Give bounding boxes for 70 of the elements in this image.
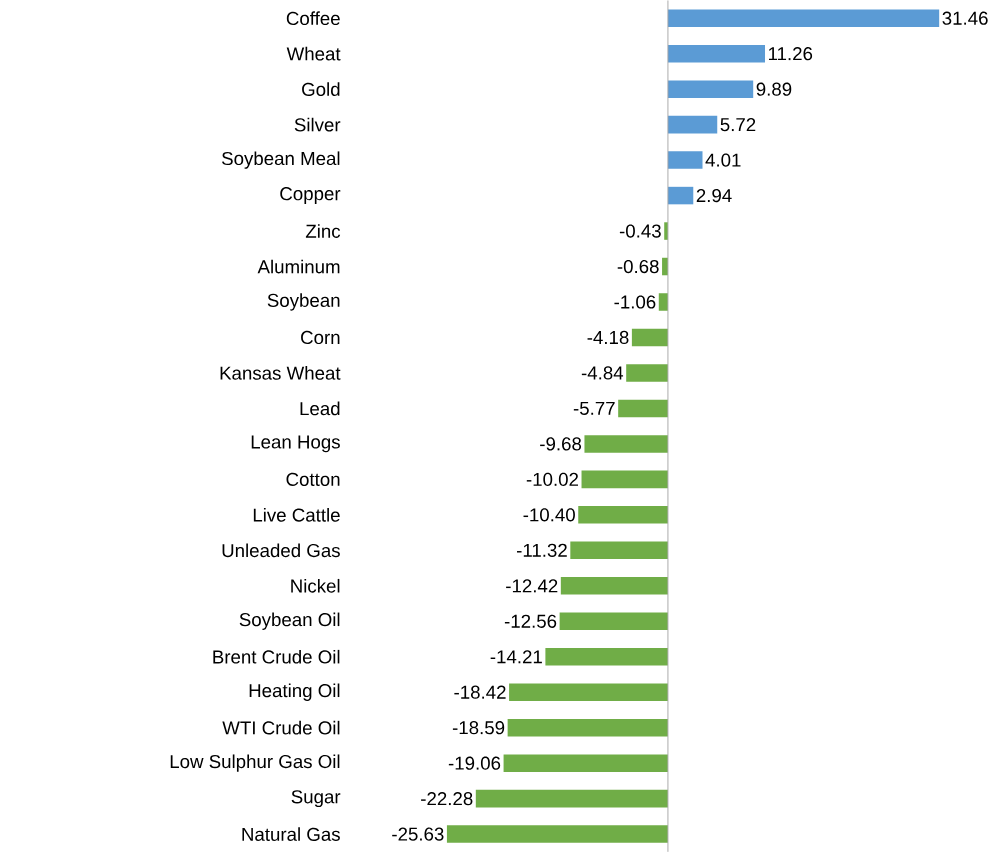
data-label: -14.21: [490, 650, 542, 664]
y-tick-label: Lean Hogs: [251, 435, 340, 453]
data-label: -12.42: [506, 579, 558, 593]
data-label: -18.42: [454, 685, 506, 699]
y-tick-label: Coffee: [286, 11, 340, 25]
bar: [667, 186, 694, 205]
bar: [667, 9, 940, 27]
y-tick-label: Soybean Oil: [239, 612, 340, 630]
y-tick-label: Sugar: [291, 790, 341, 807]
data-label: -18.59: [452, 720, 505, 735]
y-tick-label: Zinc: [305, 224, 341, 238]
data-label: -22.28: [421, 791, 473, 806]
y-tick-label: Copper: [280, 186, 341, 204]
bar: [667, 115, 718, 134]
bar: [507, 718, 668, 737]
y-tick-label: Soybean Meal: [221, 151, 340, 169]
y-tick-label: Live Cattle: [253, 507, 340, 522]
bar: [475, 789, 668, 808]
bar: [503, 754, 668, 772]
data-label: -10.02: [526, 472, 579, 486]
data-label: 31.46: [942, 11, 988, 25]
y-tick-label: Silver: [294, 117, 341, 132]
y-tick-label: Soybean: [267, 293, 340, 311]
y-tick-label: Natural Gas: [242, 827, 340, 841]
bar: [667, 44, 766, 63]
y-tick-label: Nickel: [291, 578, 340, 593]
y-tick-label: Cotton: [286, 472, 340, 486]
y-tick-label: Gold: [302, 82, 340, 96]
data-label: -10.40: [523, 508, 575, 522]
data-label: 4.01: [705, 153, 741, 167]
bar: [667, 80, 754, 98]
bar: [446, 825, 668, 843]
y-tick-label: Unleaded Gas: [222, 543, 340, 558]
data-label: -4.84: [581, 366, 624, 380]
y-tick-label: Brent Crude Oil: [213, 649, 340, 664]
y-tick-label: Low Sulphur Gas Oil: [170, 754, 340, 772]
data-label: 9.89: [756, 82, 792, 96]
y-tick-label: Corn: [301, 330, 340, 344]
bar: [667, 151, 703, 169]
bar: [618, 399, 668, 418]
y-tick-label: Aluminum: [257, 259, 340, 274]
data-label: -1.06: [614, 295, 656, 309]
bar: [584, 434, 668, 453]
data-label: -11.32: [516, 543, 567, 557]
data-label: -0.68: [617, 259, 659, 273]
bar: [559, 612, 668, 630]
bar: [578, 505, 668, 524]
bar: [560, 576, 668, 595]
y-tick-label: Kansas Wheat: [220, 365, 341, 380]
y-tick-label: Lead: [300, 401, 340, 416]
data-label: -9.68: [540, 437, 582, 451]
data-label: -25.63: [392, 827, 444, 841]
y-tick-label: Wheat: [286, 46, 341, 61]
bar: [658, 293, 668, 311]
data-label: -12.56: [504, 614, 557, 628]
bar: [545, 647, 668, 666]
data-label: -5.77: [573, 401, 615, 415]
data-label: -19.06: [448, 756, 501, 770]
data-label: -0.43: [619, 224, 661, 238]
data-label: 11.26: [769, 46, 813, 61]
data-label: 2.94: [696, 188, 732, 203]
bar: [581, 470, 668, 488]
bar: [570, 541, 668, 559]
bar: [626, 364, 668, 382]
data-label: -4.18: [587, 330, 629, 344]
bar: [631, 328, 668, 347]
data-label: 5.72: [720, 117, 756, 132]
y-tick-label: Heating Oil: [249, 683, 340, 701]
bar: [509, 683, 668, 701]
y-tick-label: WTI Crude Oil: [222, 720, 340, 735]
